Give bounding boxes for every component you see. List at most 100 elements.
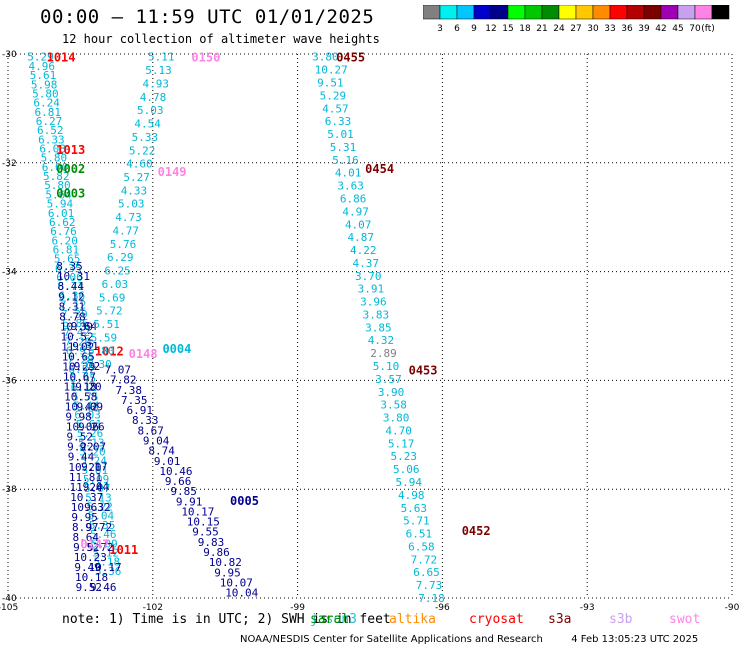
colorbar: 3 6 9 12 15 18 21 24 27 30 33 36 39 42 45 70 (ft): [423, 5, 730, 34]
swh-value-label: 4.70: [385, 424, 412, 437]
swh-value-label: 5.13: [85, 491, 112, 504]
swh-value-label: 5.10: [373, 360, 400, 373]
chart-title: 00:00 – 11:59 UTC 01/01/2025: [40, 6, 375, 28]
colorbar-tick-label: 15: [502, 24, 513, 34]
swh-value-label: 6.24: [33, 97, 60, 110]
swh-value-label: 5.01: [327, 128, 354, 141]
swh-value-label: 7.42: [64, 326, 91, 339]
swh-value-label: 5.18: [94, 556, 121, 569]
legend-entry-altika: altika: [389, 612, 436, 627]
swh-value-label: 11.24: [70, 481, 103, 494]
swh-value-label: 9.12: [58, 290, 85, 303]
swh-value-label: 9.04: [83, 481, 110, 494]
legend-entry-s3a: s3a: [548, 612, 572, 627]
grid: [7, 53, 733, 599]
swh-value-label: 10.52: [60, 330, 93, 343]
swh-value-label: 7.35: [121, 394, 148, 407]
swh-value-label: 3.80: [312, 51, 339, 64]
swh-value-label: 9.95: [71, 511, 98, 524]
swh-value-label: 5.98: [31, 78, 58, 91]
swh-value-label: 3.90: [378, 386, 405, 399]
credit-text: NOAA/NESDIS Center for Satellite Applica…: [240, 634, 543, 645]
swh-value-label: 6.03: [102, 278, 129, 291]
swh-value-label: 5.22: [129, 144, 156, 157]
swh-value-label: 9.66: [165, 475, 192, 488]
swh-value-label: 8.67: [137, 424, 164, 437]
swh-value-label: 9.04: [143, 434, 170, 447]
swh-value-label: 10.39: [60, 320, 93, 333]
swh-value-label: 9.86: [203, 546, 230, 559]
swh-value-label: 9.44: [68, 451, 95, 464]
swh-value-label: 5.06: [393, 463, 420, 476]
swh-value-label: 6.71: [57, 280, 83, 293]
swh-value-label: 5.61: [30, 69, 57, 82]
swh-value-label: 10.18: [75, 571, 108, 584]
swh-value-label: 6.81: [35, 106, 62, 119]
swh-value-label: 6.29: [107, 251, 134, 264]
swh-value-label: 3.96: [360, 296, 387, 309]
swh-value-label: 5.76: [110, 238, 137, 251]
time-label: 0005: [230, 494, 259, 508]
swh-value-label: 4.93: [143, 77, 170, 90]
swh-value-label: 6.01: [48, 207, 75, 220]
y-tick-label: -32: [2, 159, 17, 169]
x-tick-label: -90: [725, 603, 740, 612]
swh-value-label: 6.52: [37, 124, 64, 137]
swh-value-label: 5.80: [88, 345, 115, 358]
swh-value-label: 7.39: [61, 308, 88, 321]
swh-value-label: 9.09: [77, 400, 104, 413]
swh-value-label: 4.60: [126, 158, 153, 171]
swh-value-label: 8.74: [148, 445, 175, 458]
swh-value-label: 7.07: [105, 364, 131, 377]
map-plot: -30 -32 -34 -36 -38 -40-105 -102 -99 -96 -93 -90 5.…: [0, 50, 740, 612]
swh-value-label: 5.94: [396, 476, 423, 489]
swh-value-label: 8.33: [132, 414, 159, 427]
swh-value-label: 3.57: [375, 373, 402, 386]
time-label: 1012: [95, 344, 124, 358]
time-label: 0455: [336, 51, 365, 65]
swh-value-label: 4.73: [115, 211, 141, 224]
swh-value-label: 9.32: [84, 501, 111, 514]
swh-value-label: 6.06: [56, 271, 82, 284]
swh-value-label: 6.91: [126, 404, 152, 417]
swh-value-label: 5.29: [27, 51, 54, 64]
swh-value-label: 10.07: [220, 576, 253, 589]
colorbar-tick-label: 42: [655, 24, 666, 34]
y-tick-label: -40: [2, 594, 17, 604]
swh-value-label: 6.57: [68, 363, 95, 376]
swh-value-label: 5.65: [54, 253, 81, 266]
swh-value-label: 7.72: [411, 553, 438, 566]
swh-value-label: 9.26: [78, 420, 105, 433]
colorbar-tick-label: 70: [689, 24, 701, 34]
swh-value-label: 3.83: [363, 308, 390, 321]
swh-value-label: 9.72: [87, 541, 114, 554]
swh-value-label: 8.64: [73, 531, 100, 544]
series-s3a: 3.8010.279.515.294.576.335.015.315.164.0…: [312, 51, 491, 605]
legend-entry-swot: swot: [669, 612, 701, 627]
time-label: 0452: [462, 524, 491, 538]
swh-value-label: 3.80: [383, 412, 410, 425]
legend-note: note: 1) Time is in UTC; 2) SWH is in fe…: [62, 612, 391, 627]
swh-value-label: 9.51: [317, 76, 344, 89]
swh-value-label: 5.64: [45, 188, 72, 201]
swh-value-label: 5.17: [388, 437, 415, 450]
swh-value-label: 5.80: [44, 179, 70, 192]
swh-value-label: 6.33: [325, 115, 352, 128]
swh-value-label: 4.87: [347, 231, 374, 244]
swh-value-label: 5.44: [73, 400, 100, 413]
swh-value-label: 11.02: [61, 340, 94, 353]
time-label: 0453: [409, 364, 438, 378]
swh-value-label: 6.03: [74, 409, 101, 422]
time-label: 0150: [191, 51, 220, 65]
swh-value-label: 9.20: [75, 380, 102, 393]
swh-value-label: 5.01: [82, 464, 109, 477]
swh-value-label: 10.04: [225, 587, 258, 600]
swh-value-label: 10.37: [70, 491, 103, 504]
y-tick-label: -36: [2, 376, 17, 386]
swh-value-label: 5.46: [90, 528, 117, 541]
swh-value-label: 6.00: [42, 161, 69, 174]
colorbar-tick-label: 21: [536, 24, 547, 34]
swh-value-label: 5.22: [86, 501, 113, 514]
colorbar-tick-label: 3: [437, 24, 443, 34]
swh-value-label: 6.58: [408, 540, 435, 553]
